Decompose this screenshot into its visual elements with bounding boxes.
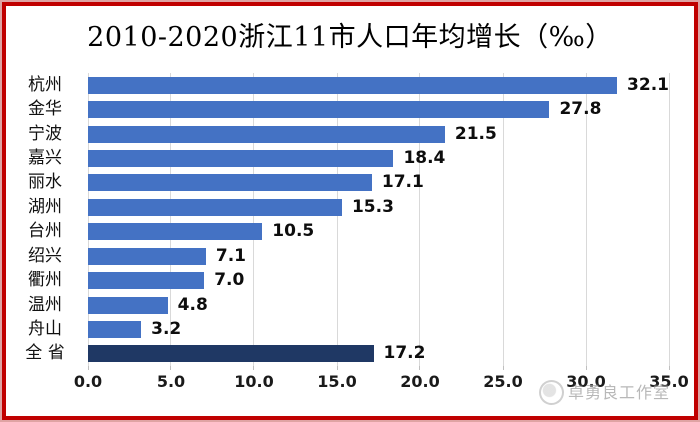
plot-area: 0.0 5.0 10.0 15.0 20.0 25.0 30.0 35.0 32.1 27.8 2… [74,73,689,390]
category-label: 舟山 [28,318,62,339]
category-label: 衢州 [28,270,62,291]
x-tick-label: 0.0 [73,372,103,391]
category-label: 嘉兴 [28,147,62,168]
bar [88,272,205,290]
bar-value-label: 4.8 [177,294,208,315]
x-tick-label: 10.0 [234,372,274,391]
category-label: 湖州 [28,196,62,217]
bar [88,174,372,192]
bar-value-label: 32.1 [627,74,669,95]
watermark-text: 卓勇良工作室 [568,382,671,402]
bar [88,223,263,241]
category-label: 杭州 [28,74,62,95]
bar [88,149,394,167]
bar-value-label: 27.8 [559,99,602,120]
bar-value-label: 17.2 [383,343,426,364]
bar-value-label: 17.1 [381,172,424,193]
gridline [502,73,504,366]
bar-row: 15.3 [88,195,669,219]
bar [88,76,618,94]
gridlines: 0.0 5.0 10.0 15.0 20.0 25.0 30.0 35.0 [74,73,689,390]
bar-highlight [88,345,374,363]
x-tick-label: 25.0 [483,372,523,391]
gridline [585,73,587,366]
bar-rows: 32.1 27.8 21.5 18.4 17.1 15.3 10.5 7.1 7.0 4.8 3.2… [88,73,669,366]
axis-tick [668,366,670,370]
axis-tick [253,366,255,370]
bar-row: 17.1 [88,171,669,195]
gridline [170,73,172,366]
bar-row: 18.4 [88,146,669,170]
axis-tick [170,366,172,370]
bar-value-label: 21.5 [454,123,497,144]
bar-value-label: 7.1 [215,245,246,266]
bar [88,320,142,338]
watermark-logo-icon [539,380,564,405]
bar-row: 27.8 [88,97,669,121]
x-tick-label: 5.0 [156,372,186,391]
category-axis: 杭州金华宁波嘉兴丽水湖州台州绍兴衢州温州舟山全 省 [6,73,84,366]
bar [88,101,550,119]
axis-tick [87,366,89,370]
bar [88,125,445,143]
bar-row: 4.8 [88,293,669,317]
axis-tick [585,366,587,370]
bar-row: 7.1 [88,244,669,268]
axis-tick [419,366,421,370]
gridline [253,73,255,366]
axis-tick [502,366,504,370]
gridline [87,73,89,366]
chart-title: 2010-2020浙江11市人口年均增长（‰） [87,22,613,53]
bar-row: 7.0 [88,268,669,292]
gridline [668,73,670,366]
axis-tick [336,366,338,370]
bar-row: 3.2 [88,317,669,341]
gridline [419,73,421,366]
x-tick-label: 15.0 [317,372,357,391]
watermark: 卓勇良工作室 [539,380,670,405]
category-label: 宁波 [28,123,62,144]
category-label: 绍兴 [28,245,62,266]
bar [88,198,342,216]
category-label: 金华 [28,99,62,120]
bar-value-label: 7.0 [214,270,245,291]
category-label: 全 省 [25,343,65,364]
bar-row: 10.5 [88,220,669,244]
bar-value-label: 15.3 [351,196,394,217]
bar [88,247,206,265]
bar-row: 17.2 [88,342,669,366]
bar-value-label: 10.5 [272,221,315,242]
x-tick-label: 35.0 [649,372,689,391]
category-label: 台州 [28,221,62,242]
category-label: 温州 [28,294,62,315]
x-tick-label: 20.0 [400,372,440,391]
bar-row: 32.1 [88,73,669,97]
category-label: 丽水 [28,172,62,193]
gridline [336,73,338,366]
bar-value-label: 18.4 [403,147,446,168]
bar [88,296,168,314]
bar-value-label: 3.2 [151,318,182,339]
bar-row: 21.5 [88,122,669,146]
x-tick-label: 30.0 [566,372,606,391]
